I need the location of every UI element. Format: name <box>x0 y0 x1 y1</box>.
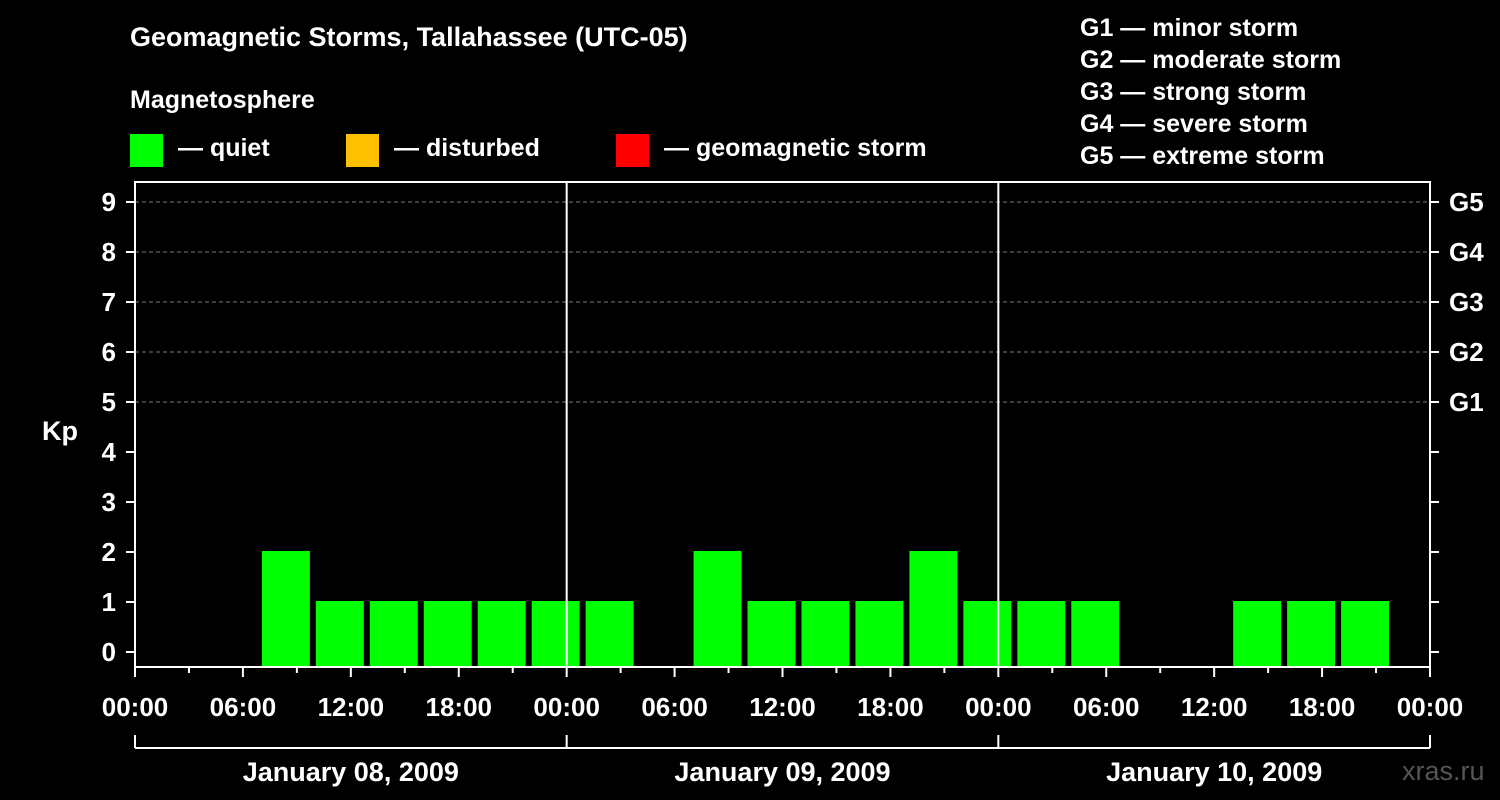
legend-swatch-storm <box>616 134 649 167</box>
legend-label-disturbed: — disturbed <box>394 134 540 162</box>
x-tick-label-12: 00:00 <box>1397 692 1464 722</box>
bar-0 <box>261 551 310 667</box>
x-tick-label-7: 18:00 <box>857 692 924 722</box>
y-tick-label-1: 1 <box>102 587 116 617</box>
watermark: xras.ru <box>1402 756 1485 786</box>
legend-title: Magnetosphere <box>130 86 315 114</box>
bar-15 <box>1233 601 1282 667</box>
bar-5 <box>531 601 580 667</box>
bar-12 <box>963 601 1012 667</box>
right-label-G3: G3 <box>1449 287 1484 317</box>
bar-10 <box>855 601 904 667</box>
bar-4 <box>477 601 526 667</box>
right-label-G4: G4 <box>1449 237 1484 267</box>
y-tick-label-8: 8 <box>102 237 116 267</box>
bar-9 <box>801 601 850 667</box>
x-tick-label-10: 12:00 <box>1181 692 1248 722</box>
bar-1 <box>315 601 364 667</box>
bar-6 <box>585 601 634 667</box>
x-tick-label-9: 06:00 <box>1073 692 1140 722</box>
y-tick-label-4: 4 <box>102 437 117 467</box>
right-label-G1: G1 <box>1449 387 1484 417</box>
gscale-g1: G1 — minor storm <box>1080 14 1299 42</box>
legend-label-storm: — geomagnetic storm <box>664 134 927 162</box>
x-tick-label-3: 18:00 <box>426 692 493 722</box>
chart-title: Geomagnetic Storms, Tallahassee (UTC-05) <box>130 22 688 52</box>
y-tick-label-9: 9 <box>102 187 116 217</box>
legend-swatch-disturbed <box>346 134 379 167</box>
x-tick-label-6: 12:00 <box>749 692 816 722</box>
y-tick-label-5: 5 <box>102 387 116 417</box>
right-label-G5: G5 <box>1449 187 1484 217</box>
y-tick-label-0: 0 <box>102 637 116 667</box>
bar-2 <box>369 601 418 667</box>
x-tick-label-1: 06:00 <box>210 692 277 722</box>
legend-label-quiet: — quiet <box>178 134 270 162</box>
bar-11 <box>909 551 958 667</box>
gscale-g5: G5 — extreme storm <box>1080 142 1325 170</box>
x-tick-label-8: 00:00 <box>965 692 1032 722</box>
bar-13 <box>1017 601 1066 667</box>
x-tick-label-5: 06:00 <box>641 692 708 722</box>
gscale-g3: G3 — strong storm <box>1080 78 1307 106</box>
y-axis-label: Kp <box>42 416 78 446</box>
y-tick-label-2: 2 <box>102 537 116 567</box>
day-label-0: January 08, 2009 <box>243 757 459 787</box>
gscale-g2: G2 — moderate storm <box>1080 46 1342 74</box>
bar-14 <box>1071 601 1120 667</box>
bar-8 <box>747 601 796 667</box>
bar-17 <box>1341 601 1390 667</box>
legend-swatch-quiet <box>130 134 163 167</box>
x-tick-label-0: 00:00 <box>102 692 169 722</box>
gscale-g4: G4 — severe storm <box>1080 110 1308 138</box>
day-label-1: January 09, 2009 <box>674 757 890 787</box>
x-tick-label-2: 12:00 <box>318 692 385 722</box>
bar-3 <box>423 601 472 667</box>
x-tick-label-4: 00:00 <box>533 692 600 722</box>
bar-16 <box>1287 601 1336 667</box>
right-label-G2: G2 <box>1449 337 1484 367</box>
plot-frame <box>134 181 1431 668</box>
y-tick-label-6: 6 <box>102 337 116 367</box>
y-tick-label-3: 3 <box>102 487 116 517</box>
y-tick-label-7: 7 <box>102 287 116 317</box>
day-label-2: January 10, 2009 <box>1106 757 1322 787</box>
x-tick-label-11: 18:00 <box>1289 692 1356 722</box>
bar-7 <box>693 551 742 667</box>
